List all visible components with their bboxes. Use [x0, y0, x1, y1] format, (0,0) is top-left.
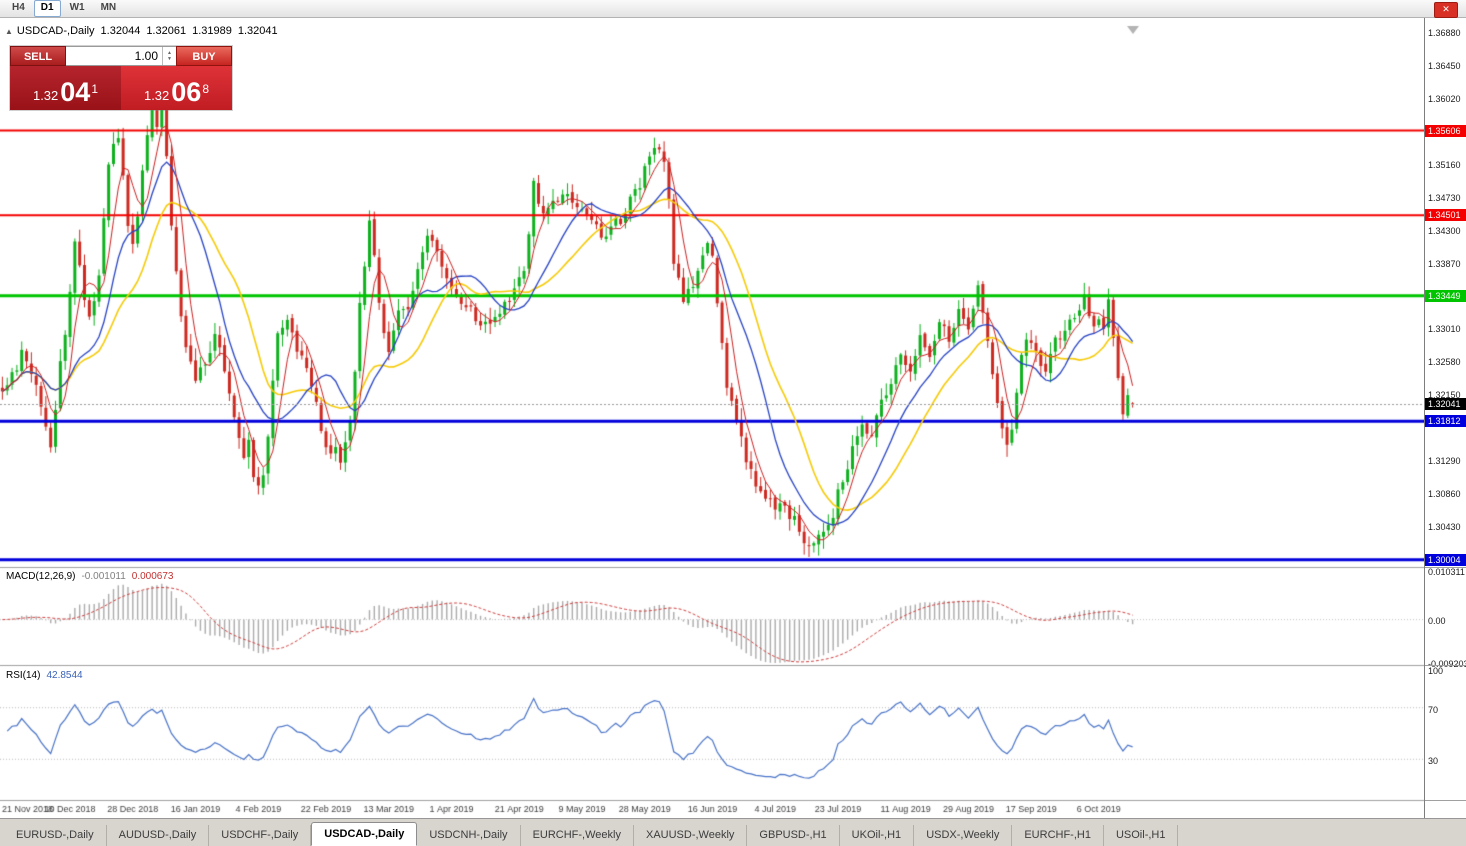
pane-separator [1425, 567, 1466, 568]
chart-tab-area: EURUSD-,Daily AUDUSD-,Daily USDCHF-,Daily U… [0, 818, 1466, 846]
timeframe-h4-button[interactable]: H4 [12, 2, 25, 13]
collapse-panel-icon[interactable]: ▲ [5, 27, 13, 36]
bid-small: 1.32 [32, 88, 59, 103]
timeframe-toolbar: H4 D1 W1 MN ✕ [0, 0, 1466, 18]
timeframe-w1-button[interactable]: W1 [69, 2, 85, 13]
symbol-tab-usdxweekly[interactable]: USDX-,Weekly [914, 825, 1013, 846]
price-tick: 1.35160 [1428, 159, 1461, 170]
chart-window: ▲ USDCAD-,Daily 1.32044 1.32061 1.31989 1.320… [0, 18, 1424, 818]
macd-name: MACD(12,26,9) [6, 571, 76, 582]
rsi-scale-tick: 100 [1428, 666, 1444, 676]
level-price-label: 1.31812 [1425, 415, 1466, 428]
symbol-tab-usdchfdaily[interactable]: USDCHF-,Daily [209, 825, 312, 846]
volume-input[interactable]: 1.00 ▲ ▼ [66, 46, 176, 66]
price-tick: 1.34300 [1428, 225, 1461, 236]
macd-indicator-label: MACD(12,26,9) -0.001011 0.000673 [6, 571, 173, 582]
chart-canvas[interactable] [0, 18, 1424, 818]
price-tick: 1.32580 [1428, 357, 1461, 368]
spin-up-icon[interactable]: ▲ [167, 50, 172, 56]
symbol-tab-usdcaddaily[interactable]: USDCAD-,Daily [311, 822, 418, 846]
rsi-scale-tick: 70 [1428, 704, 1439, 715]
timeframe-mn-button[interactable]: MN [100, 2, 117, 13]
ohlc-close: 1.32041 [237, 25, 278, 37]
spin-down-icon[interactable]: ▼ [167, 56, 172, 62]
rsi-name: RSI(14) [6, 670, 41, 681]
bid-big: 04 [60, 77, 91, 107]
chart-tab-bar: EURUSD-,Daily AUDUSD-,Daily USDCHF-,Daily U… [4, 822, 1462, 846]
ohlc-high: 1.32061 [146, 25, 187, 37]
ohlc-low: 1.31989 [192, 25, 232, 37]
symbol-tab-ukoilh1[interactable]: UKOil-,H1 [840, 825, 915, 846]
bid-sup: 1 [91, 82, 99, 96]
timeframe-d1-button[interactable]: D1 [33, 0, 61, 17]
symbol-tab-gbpusdh1[interactable]: GBPUSD-,H1 [747, 825, 840, 846]
volume-spinner[interactable]: ▲ ▼ [162, 47, 176, 65]
bid-price-button[interactable]: 1.32 04 1 [10, 66, 121, 110]
symbol-tab-usoilh1[interactable]: USOil-,H1 [1104, 825, 1179, 846]
level-price-label: 1.34501 [1425, 209, 1466, 222]
price-tick: 1.30430 [1428, 522, 1461, 532]
symbol-period-label: USDCAD-,Daily [16, 25, 95, 37]
macd-signal-value: 0.000673 [131, 571, 174, 582]
buy-button[interactable]: BUY [176, 46, 232, 66]
level-price-label: 1.30004 [1425, 553, 1466, 566]
volume-value: 1.00 [134, 49, 158, 63]
price-tick: 1.36880 [1428, 28, 1461, 38]
price-tick: 1.34730 [1428, 192, 1461, 203]
symbol-tab-eurchfh1[interactable]: EURCHF-,H1 [1012, 825, 1104, 846]
macd-scale-tick: -0.009203 [1428, 659, 1466, 669]
close-icon[interactable]: ✕ [1434, 2, 1458, 18]
level-price-label: 1.33449 [1425, 289, 1466, 302]
rsi-indicator-label: RSI(14) 42.8544 [6, 670, 83, 681]
level-price-label: 1.35606 [1425, 124, 1466, 137]
ohlc-open: 1.32044 [100, 25, 141, 37]
price-tick: 1.31290 [1428, 456, 1461, 467]
symbol-tab-eurusddaily[interactable]: EURUSD-,Daily [4, 825, 107, 846]
macd-scale-tick: 0.00 [1428, 615, 1446, 626]
price-tick: 1.33870 [1428, 258, 1461, 269]
symbol-tab-usdcnhdaily[interactable]: USDCNH-,Daily [417, 825, 521, 846]
current-price-label: 1.32041 [1425, 397, 1466, 410]
one-click-trading-panel: SELL 1.00 ▲ ▼ BUY 1.32 04 1 1.32 06 8 [10, 46, 232, 110]
symbol-tab-xauusdweekly[interactable]: XAUUSD-,Weekly [634, 825, 748, 846]
macd-scale-tick: 0.010311 [1428, 567, 1465, 577]
chart-title: ▲ USDCAD-,Daily 1.32044 1.32061 1.31989 1.320… [5, 25, 278, 37]
price-tick: 1.36020 [1428, 93, 1461, 104]
rsi-value: 42.8544 [46, 670, 83, 681]
pane-separator [1425, 800, 1466, 801]
rsi-scale-tick: 30 [1428, 756, 1439, 767]
symbol-tab-audusddaily[interactable]: AUDUSD-,Daily [107, 825, 210, 846]
sell-button[interactable]: SELL [10, 46, 66, 66]
ask-price-button[interactable]: 1.32 06 8 [121, 66, 232, 110]
pane-separator [1425, 665, 1466, 666]
ask-small: 1.32 [143, 88, 170, 103]
ask-sup: 8 [202, 82, 210, 96]
price-tick: 1.33010 [1428, 324, 1461, 335]
symbol-tab-eurchfweekly[interactable]: EURCHF-,Weekly [521, 825, 634, 846]
price-scale[interactable]: 1.36880 1.36450 1.36020 1.35160 1.34730 1.343… [1424, 18, 1466, 818]
price-tick: 1.36450 [1428, 60, 1461, 71]
price-tick: 1.32150 [1428, 390, 1461, 401]
ask-big: 06 [171, 77, 202, 107]
macd-main-value: -0.001011 [81, 571, 126, 582]
price-tick: 1.30860 [1428, 489, 1461, 500]
